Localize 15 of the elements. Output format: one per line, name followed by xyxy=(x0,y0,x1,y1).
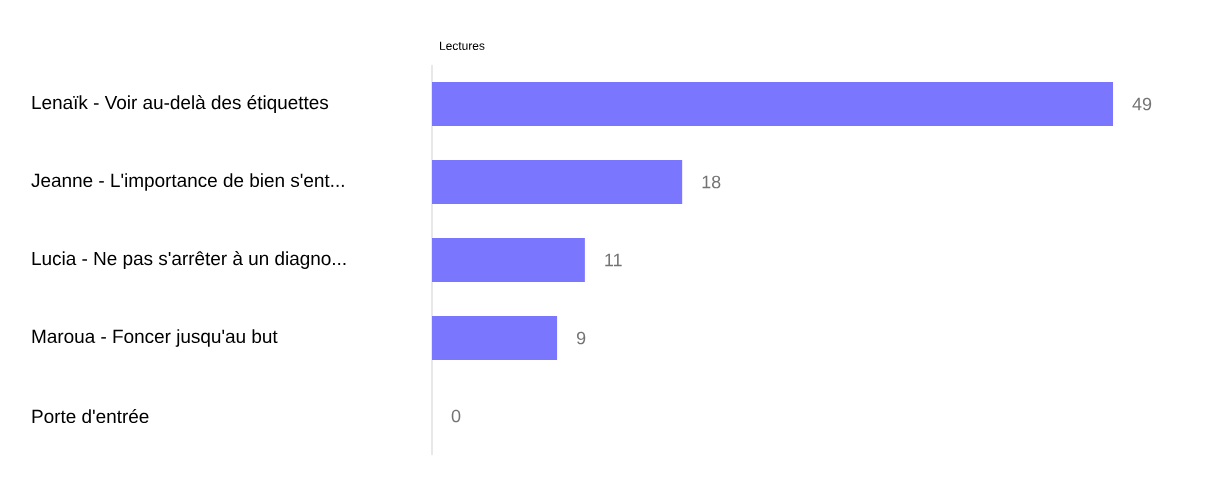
bar xyxy=(432,238,585,283)
data-label: 9 xyxy=(576,331,586,345)
y-tick-label: Maroua - Foncer jusqu'au but xyxy=(32,329,278,347)
bar xyxy=(432,316,558,361)
y-tick-label: Lucia - Ne pas s'arrêter à un diagno... xyxy=(32,251,346,269)
data-label: 49 xyxy=(1132,97,1152,111)
x-axis-title: Lectures xyxy=(440,41,485,50)
data-label: 0 xyxy=(451,409,461,423)
y-tick-label: Jeanne - L'importance de bien s'ent... xyxy=(31,173,344,191)
y-tick-label: Porte d'entrée xyxy=(32,408,149,424)
bar xyxy=(432,160,683,205)
data-label: 18 xyxy=(702,175,721,189)
y-tick-label: Lenaïk - Voir au-delà des étiquettes xyxy=(32,95,329,113)
data-label: 11 xyxy=(605,253,622,267)
bar xyxy=(432,82,1114,127)
